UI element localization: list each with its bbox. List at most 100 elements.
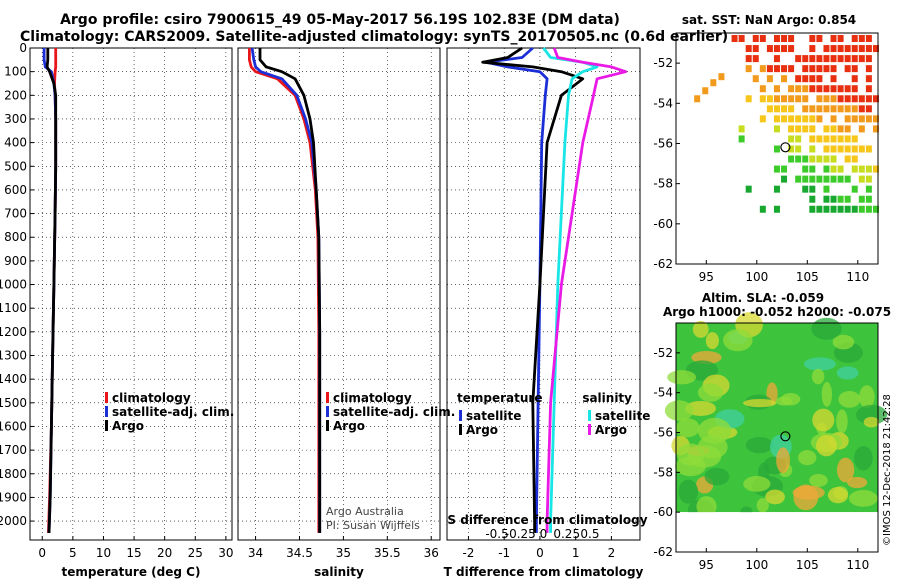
sst-cell xyxy=(851,115,858,123)
sst-cell xyxy=(816,95,823,103)
sst-cell xyxy=(823,105,830,113)
sst-cell xyxy=(872,45,879,53)
sst-cell xyxy=(759,205,766,213)
sla-map-argo-marker xyxy=(780,431,791,442)
sst-cell xyxy=(809,205,816,213)
sst-cell xyxy=(837,35,844,43)
sst-cell xyxy=(830,85,837,93)
sst-cell xyxy=(830,135,837,143)
sst-cell xyxy=(795,55,802,63)
sla-blob xyxy=(827,486,849,504)
sst-cell xyxy=(851,75,858,83)
sla-blob xyxy=(697,417,732,444)
sst-cell xyxy=(823,165,830,173)
sst-cell xyxy=(781,165,788,173)
sla-blob xyxy=(832,334,855,350)
sst-cell xyxy=(773,185,780,193)
sst-cell xyxy=(823,95,830,103)
sla-map-xtick-label: 95 xyxy=(699,558,714,572)
sst-cell xyxy=(795,95,802,103)
sst-cell xyxy=(816,55,823,63)
sla-blob xyxy=(696,496,717,517)
sst-cell xyxy=(823,55,830,63)
sla-map-xtick-label: 110 xyxy=(846,558,869,572)
depth-tick-label: 1900 xyxy=(0,490,27,504)
sst-cell xyxy=(781,175,788,183)
sst-cell xyxy=(844,95,851,103)
salinity-legend-swatch xyxy=(326,420,329,431)
sst-cell xyxy=(816,135,823,143)
sst-cell xyxy=(809,115,816,123)
diff-top-xtick-label: -0.5 xyxy=(485,527,508,541)
sst-cell xyxy=(837,45,844,53)
temperature-legend-label: climatology xyxy=(112,391,191,405)
sst-cell xyxy=(759,115,766,123)
sst-cell xyxy=(802,65,809,73)
sst-cell xyxy=(788,35,795,43)
salinity-frame xyxy=(237,47,441,541)
sst-cell xyxy=(830,205,837,213)
sst-cell xyxy=(844,85,851,93)
temperature-legend-swatch xyxy=(105,420,108,431)
sst-cell xyxy=(773,35,780,43)
sst-cell xyxy=(802,75,809,83)
diff-legend-right-title: salinity xyxy=(582,391,632,405)
sst-cell xyxy=(702,87,709,95)
sst-cell xyxy=(837,195,844,203)
salinity-legend-label: Argo xyxy=(333,419,365,433)
sst-cell xyxy=(872,115,879,123)
sst-cell xyxy=(752,75,759,83)
sst-cell xyxy=(830,165,837,173)
sla-blob xyxy=(811,317,842,340)
sst-cell xyxy=(858,205,865,213)
sst-map-xtick-label: 95 xyxy=(699,270,714,284)
salinity-xlabel: salinity xyxy=(314,565,364,579)
sla-blob xyxy=(848,490,878,507)
sst-cell xyxy=(858,55,865,63)
depth-tick-label: 500 xyxy=(4,159,27,173)
sst-cell xyxy=(865,205,872,213)
salinity-series-climatology xyxy=(247,48,321,533)
sst-map: sat. SST: NaN Argo: 0.854 95 100 105 110 -52 -… xyxy=(653,13,879,284)
sst-map-ytick-label: -62 xyxy=(653,257,673,271)
sst-map-xtick-label: 100 xyxy=(745,270,768,284)
sst-map-frame xyxy=(675,32,879,265)
sst-cell xyxy=(809,145,816,153)
sla-blob xyxy=(677,443,705,466)
sst-cell xyxy=(823,125,830,133)
sst-cell xyxy=(816,65,823,73)
sst-cell xyxy=(752,55,759,63)
sst-cell xyxy=(773,105,780,113)
sst-cell xyxy=(773,45,780,53)
salinity-xtick-label: 34.5 xyxy=(286,546,313,560)
sst-cell xyxy=(837,175,844,183)
sla-blob xyxy=(838,390,861,408)
sst-cell xyxy=(844,195,851,203)
sst-cell xyxy=(823,65,830,73)
depth-tick-label: 1300 xyxy=(0,349,27,363)
sst-cell xyxy=(858,195,865,203)
sst-cell xyxy=(802,175,809,183)
sla-map-xtick-label: 100 xyxy=(745,558,768,572)
sst-map-xtick-label: 110 xyxy=(846,270,869,284)
sst-cell xyxy=(788,85,795,93)
sst-cell xyxy=(837,85,844,93)
sst-cell xyxy=(837,55,844,63)
credit-line: Argo Australia xyxy=(326,505,404,518)
diff-top-xlabel: S difference from climatology xyxy=(447,513,647,527)
sst-cell xyxy=(759,35,766,43)
sst-cell xyxy=(773,115,780,123)
depth-tick-label: 2000 xyxy=(0,514,27,528)
sst-cell xyxy=(802,165,809,173)
sst-cell xyxy=(851,65,858,73)
sst-cell xyxy=(788,125,795,133)
temperature-xtick-label: 30 xyxy=(218,546,233,560)
sst-cell xyxy=(844,155,851,163)
salinity-legend-label: climatology xyxy=(333,391,412,405)
sst-cell xyxy=(844,65,851,73)
sla-blob xyxy=(821,381,833,407)
salinity-panel: 34 34.5 35 35.5 36 salinity climatologysatelli… xyxy=(237,47,455,579)
sla-blob xyxy=(756,498,769,513)
sst-cell xyxy=(710,79,717,87)
temperature-xtick-label: 15 xyxy=(126,546,141,560)
